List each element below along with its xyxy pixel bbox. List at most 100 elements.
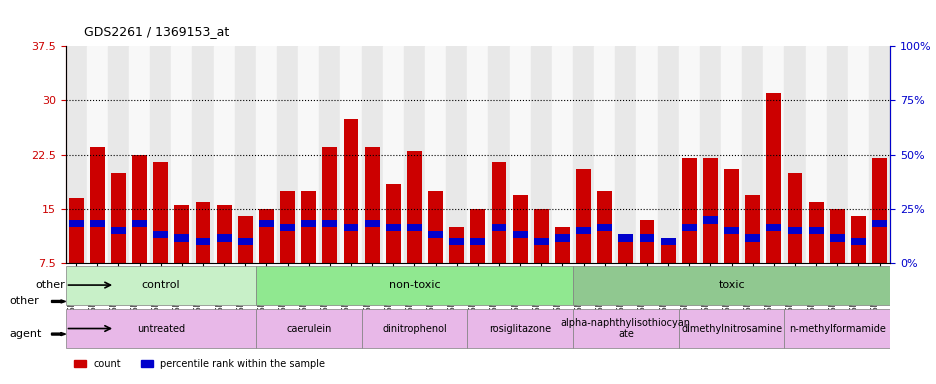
Bar: [449, 227, 463, 263]
Bar: [364, 220, 379, 227]
Bar: [446, 46, 467, 263]
Bar: [512, 195, 527, 263]
Bar: [150, 46, 171, 263]
Bar: [596, 191, 611, 263]
Bar: [720, 46, 741, 263]
Bar: [344, 119, 358, 263]
Bar: [871, 220, 886, 227]
FancyBboxPatch shape: [66, 265, 256, 305]
Bar: [428, 231, 443, 238]
Bar: [783, 46, 805, 263]
Bar: [171, 46, 192, 263]
Bar: [90, 147, 105, 263]
Bar: [361, 46, 382, 263]
Bar: [90, 220, 105, 227]
Bar: [576, 169, 591, 263]
Bar: [406, 223, 421, 231]
Bar: [660, 245, 675, 263]
Bar: [196, 202, 211, 263]
Bar: [805, 46, 826, 263]
Bar: [551, 46, 573, 263]
Bar: [277, 46, 298, 263]
Bar: [488, 46, 509, 263]
FancyBboxPatch shape: [256, 309, 361, 348]
Text: GDS2261 / 1369153_at: GDS2261 / 1369153_at: [84, 25, 229, 38]
Bar: [678, 46, 699, 263]
Bar: [618, 242, 633, 263]
Text: dinitrophenol: dinitrophenol: [382, 324, 446, 334]
Bar: [596, 223, 611, 231]
Bar: [238, 216, 253, 263]
Bar: [68, 198, 83, 263]
Bar: [132, 220, 147, 227]
Text: untreated: untreated: [137, 324, 184, 334]
Text: caerulein: caerulein: [285, 324, 331, 334]
Bar: [593, 46, 615, 263]
Bar: [235, 46, 256, 263]
Bar: [766, 93, 781, 263]
Text: toxic: toxic: [718, 280, 744, 290]
Bar: [615, 46, 636, 263]
Text: other: other: [36, 280, 66, 290]
Bar: [280, 191, 295, 263]
Bar: [681, 223, 696, 231]
Bar: [724, 169, 739, 263]
Bar: [639, 220, 653, 263]
Bar: [829, 209, 843, 263]
Bar: [449, 238, 463, 245]
Bar: [364, 147, 379, 263]
Bar: [470, 238, 485, 245]
Bar: [534, 238, 548, 245]
Text: n-methylformamide: n-methylformamide: [788, 324, 885, 334]
Bar: [322, 220, 337, 227]
Bar: [491, 223, 505, 231]
Legend: count, percentile rank within the sample: count, percentile rank within the sample: [70, 355, 329, 373]
Bar: [826, 46, 847, 263]
Bar: [509, 46, 530, 263]
Bar: [111, 227, 125, 234]
Bar: [829, 234, 843, 242]
Bar: [256, 46, 277, 263]
Bar: [724, 227, 739, 234]
Bar: [213, 46, 235, 263]
Bar: [340, 46, 361, 263]
Bar: [741, 46, 763, 263]
Bar: [386, 223, 401, 231]
Bar: [702, 216, 717, 223]
Bar: [636, 46, 657, 263]
Bar: [132, 155, 147, 263]
Bar: [681, 158, 696, 263]
Bar: [192, 46, 213, 263]
Bar: [808, 202, 823, 263]
Bar: [530, 46, 551, 263]
Bar: [868, 46, 889, 263]
Bar: [108, 46, 129, 263]
Bar: [618, 234, 633, 242]
Bar: [763, 46, 783, 263]
Bar: [382, 46, 403, 263]
Bar: [850, 238, 865, 245]
Bar: [576, 227, 591, 234]
FancyBboxPatch shape: [467, 309, 573, 348]
Bar: [573, 46, 593, 263]
Bar: [386, 184, 401, 263]
FancyBboxPatch shape: [573, 265, 889, 305]
Text: non-toxic: non-toxic: [388, 280, 440, 290]
Bar: [301, 191, 315, 263]
FancyBboxPatch shape: [256, 265, 573, 305]
Bar: [216, 205, 231, 263]
Text: agent: agent: [9, 329, 42, 339]
Bar: [702, 158, 717, 263]
Bar: [512, 231, 527, 238]
Bar: [699, 46, 720, 263]
Text: control: control: [141, 280, 180, 290]
Bar: [258, 220, 273, 227]
Bar: [298, 46, 319, 263]
Bar: [657, 46, 678, 263]
Bar: [871, 158, 886, 263]
Bar: [554, 234, 569, 242]
Bar: [319, 46, 340, 263]
Bar: [129, 46, 150, 263]
FancyBboxPatch shape: [678, 309, 783, 348]
Bar: [467, 46, 488, 263]
